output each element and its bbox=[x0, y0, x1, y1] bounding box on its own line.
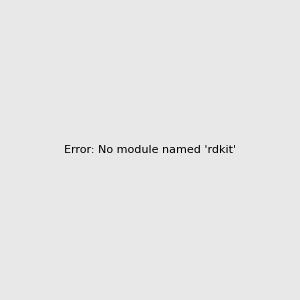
Text: Error: No module named 'rdkit': Error: No module named 'rdkit' bbox=[64, 145, 236, 155]
